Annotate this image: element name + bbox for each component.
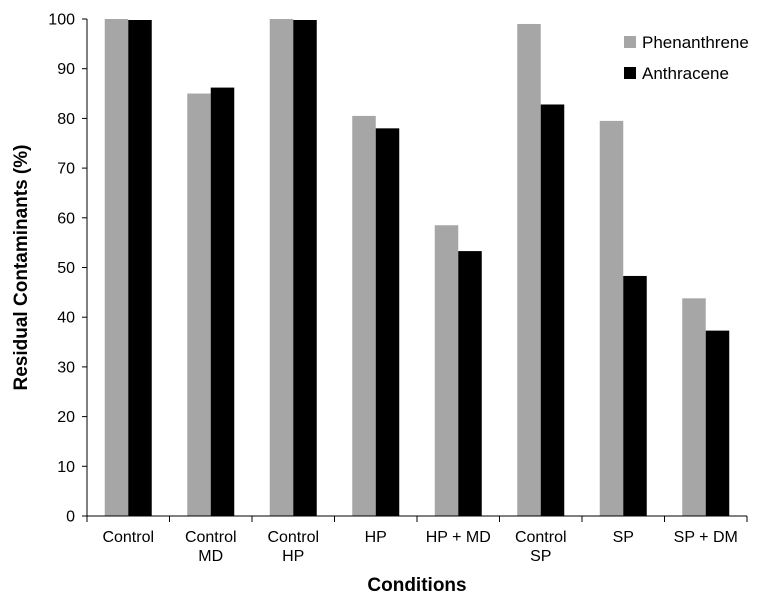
y-axis-ticks: 0 10 20 30 40 50 60 70 80 90 100 — [48, 12, 87, 526]
y-tick-label: 30 — [57, 359, 75, 376]
y-tick-label: 20 — [57, 409, 75, 426]
bar-anthracene — [705, 330, 730, 516]
x-category-label: Control SP — [515, 529, 567, 565]
y-tick-label: 70 — [57, 161, 75, 178]
bar-anthracene — [128, 19, 152, 517]
x-category-label: Control MD — [185, 529, 237, 565]
legend-label-anthracene: Anthracene — [642, 64, 729, 83]
bar-anthracene — [375, 128, 400, 516]
y-axis-title: Residual Contaminants (%) — [11, 145, 32, 391]
y-tick-label: 40 — [57, 310, 75, 327]
y-tick-label: 90 — [57, 61, 75, 78]
bar-anthracene — [293, 19, 317, 517]
bar-anthracene — [540, 104, 565, 516]
y-tick-label: 100 — [48, 12, 75, 29]
bar-phenanthrene — [352, 115, 376, 516]
bar-phenanthrene — [187, 93, 211, 517]
axes-layer — [86, 19, 747, 517]
y-tick-label: 60 — [57, 210, 75, 227]
legend-swatch-anthracene — [624, 67, 636, 79]
bar-anthracene — [458, 251, 482, 516]
x-category-label: HP — [365, 529, 387, 546]
bars-layer — [104, 19, 730, 517]
bar-anthracene — [623, 275, 647, 516]
x-axis-title: Conditions — [367, 575, 466, 596]
bar-phenanthrene — [434, 225, 459, 516]
x-category-label: HP + MD — [426, 529, 491, 546]
y-tick-label: 80 — [57, 111, 75, 128]
bar-phenanthrene — [599, 120, 624, 516]
y-tick-label: 50 — [57, 260, 75, 277]
y-tick-label: 0 — [66, 509, 75, 526]
x-category-label: SP — [613, 529, 634, 546]
bar-phenanthrene — [517, 23, 541, 516]
bar-phenanthrene — [104, 19, 129, 516]
bar-phenanthrene — [682, 298, 706, 516]
legend-swatch-phenanthrene — [624, 36, 636, 48]
x-category-label: SP + DM — [674, 529, 738, 546]
x-category-label: Control — [102, 529, 154, 546]
y-tick-label: 10 — [57, 459, 75, 476]
legend-label-phenanthrene: Phenanthrene — [642, 33, 749, 52]
x-category-label: Control HP — [267, 529, 319, 565]
bar-phenanthrene — [269, 19, 294, 516]
bar-anthracene — [210, 87, 235, 516]
x-axis-ticks: Control Control MD Control HP HP HP + MD Contro… — [86, 516, 748, 565]
legend: Phenanthrene Anthracene — [624, 33, 749, 83]
